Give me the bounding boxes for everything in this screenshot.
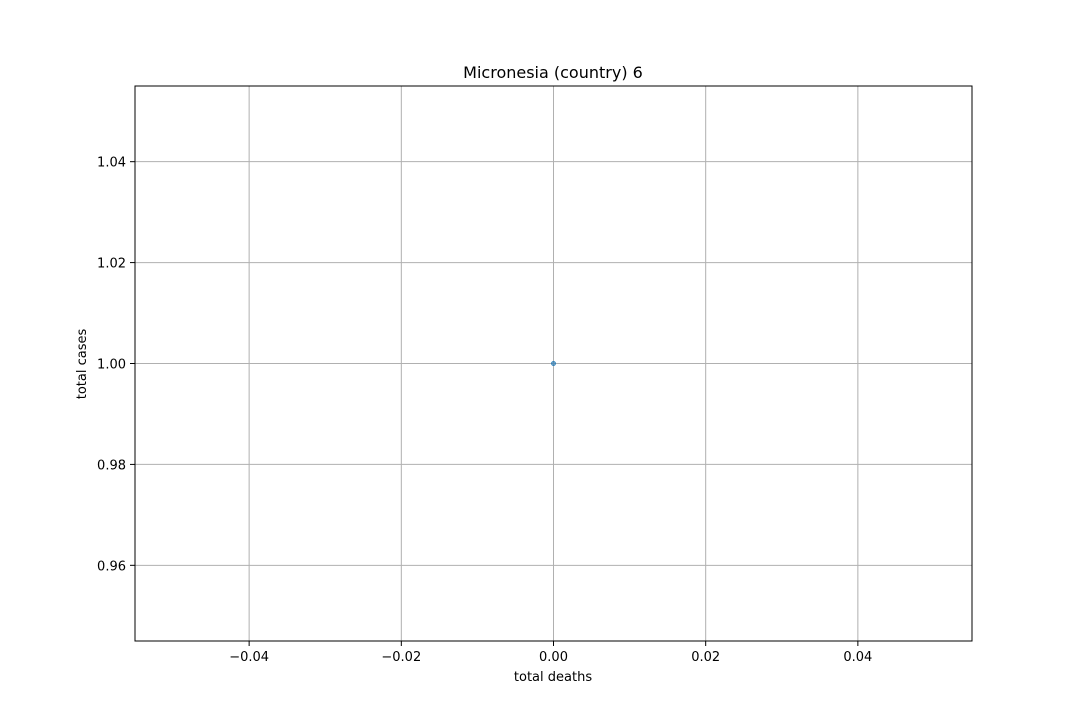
x-tick-label: 0.00 bbox=[539, 650, 568, 665]
data-point bbox=[551, 361, 556, 366]
y-tick-label: 1.04 bbox=[97, 156, 126, 171]
x-tick-label: −0.02 bbox=[381, 650, 421, 665]
x-tick-label: 0.02 bbox=[691, 650, 720, 665]
y-tick-label: 1.00 bbox=[97, 358, 126, 373]
y-tick-label: 1.02 bbox=[97, 257, 126, 272]
x-axis-label: total deaths bbox=[514, 670, 592, 685]
x-axis-ticks: −0.04 −0.02 0.00 0.02 0.04 bbox=[229, 641, 872, 665]
data-points bbox=[551, 361, 556, 366]
y-tick-label: 0.98 bbox=[97, 458, 126, 473]
x-tick-label: 0.04 bbox=[843, 650, 872, 665]
grid-lines bbox=[135, 86, 972, 641]
x-tick-label: −0.04 bbox=[229, 650, 269, 665]
y-axis-ticks: 0.96 0.98 1.00 1.02 1.04 bbox=[97, 156, 135, 574]
chart-title: Micronesia (country) 6 bbox=[463, 63, 643, 82]
y-tick-label: 0.96 bbox=[97, 559, 126, 574]
y-axis-label: total cases bbox=[75, 329, 90, 400]
